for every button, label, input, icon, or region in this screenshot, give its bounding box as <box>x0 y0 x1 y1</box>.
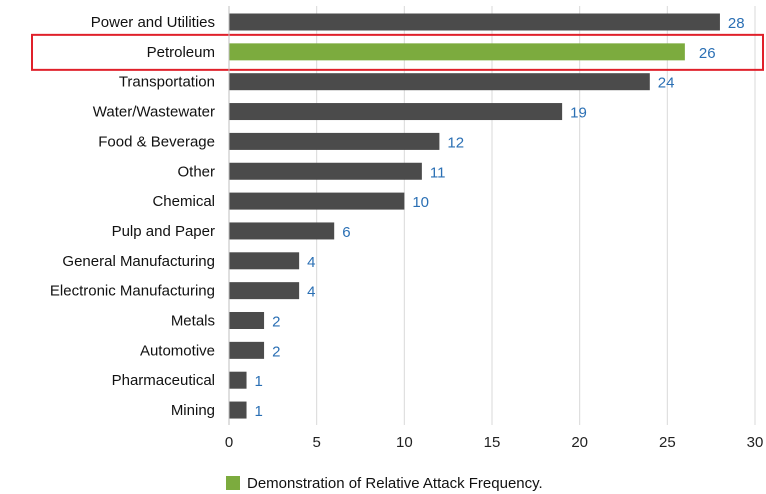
value-label: 11 <box>430 164 446 181</box>
bar <box>229 103 563 121</box>
x-tick-label: 0 <box>225 434 233 451</box>
value-label: 4 <box>307 284 315 301</box>
category-label: Transportation <box>119 74 215 91</box>
bar <box>229 132 440 150</box>
category-label: Power and Utilities <box>91 14 215 31</box>
category-label: Food & Beverage <box>98 133 215 150</box>
legend-label: Demonstration of Relative Attack Frequen… <box>247 475 543 492</box>
category-label: Automotive <box>140 342 215 359</box>
value-label: 12 <box>447 134 464 151</box>
bar <box>229 192 405 210</box>
value-label: 1 <box>255 373 263 390</box>
highlight-box <box>31 33 764 71</box>
category-label: Metals <box>171 313 215 330</box>
value-label: 1 <box>255 403 263 420</box>
category-label: Petroleum <box>147 44 215 61</box>
x-tick-label: 25 <box>659 434 676 451</box>
x-tick-label: 30 <box>747 434 764 451</box>
value-label: 28 <box>728 15 745 32</box>
bar <box>229 401 247 419</box>
x-axis: 0 5 10 15 20 25 30 <box>225 6 764 451</box>
value-label: 6 <box>342 224 350 241</box>
legend-swatch <box>226 476 240 490</box>
bar <box>229 341 265 359</box>
bar <box>229 73 650 91</box>
category-label: Other <box>177 163 215 180</box>
value-label: 26 <box>699 45 716 62</box>
value-label: 4 <box>307 254 315 271</box>
bars-layer <box>229 13 720 419</box>
bar <box>229 162 422 180</box>
category-label: Water/Wastewater <box>93 104 215 121</box>
bar <box>229 222 335 240</box>
value-label: 19 <box>570 105 587 122</box>
legend: Demonstration of Relative Attack Frequen… <box>226 475 543 492</box>
value-label: 24 <box>658 75 675 92</box>
category-label: Pulp and Paper <box>112 223 215 240</box>
category-label: Pharmaceutical <box>112 372 215 389</box>
x-tick-label: 5 <box>312 434 320 451</box>
bar <box>229 252 300 270</box>
value-label: 2 <box>272 314 280 331</box>
bar <box>229 371 247 389</box>
category-label: Chemical <box>152 193 215 210</box>
bar <box>229 13 720 31</box>
value-label: 10 <box>412 194 429 211</box>
category-label: Mining <box>171 402 215 419</box>
category-label: General Manufacturing <box>62 253 215 270</box>
x-tick-label: 15 <box>484 434 501 451</box>
x-tick-label: 20 <box>571 434 588 451</box>
bar <box>229 282 300 300</box>
bar-highlighted <box>229 43 685 61</box>
category-label: Electronic Manufacturing <box>50 283 215 300</box>
x-tick-label: 10 <box>396 434 413 451</box>
value-label: 2 <box>272 343 280 360</box>
bar <box>229 312 265 329</box>
